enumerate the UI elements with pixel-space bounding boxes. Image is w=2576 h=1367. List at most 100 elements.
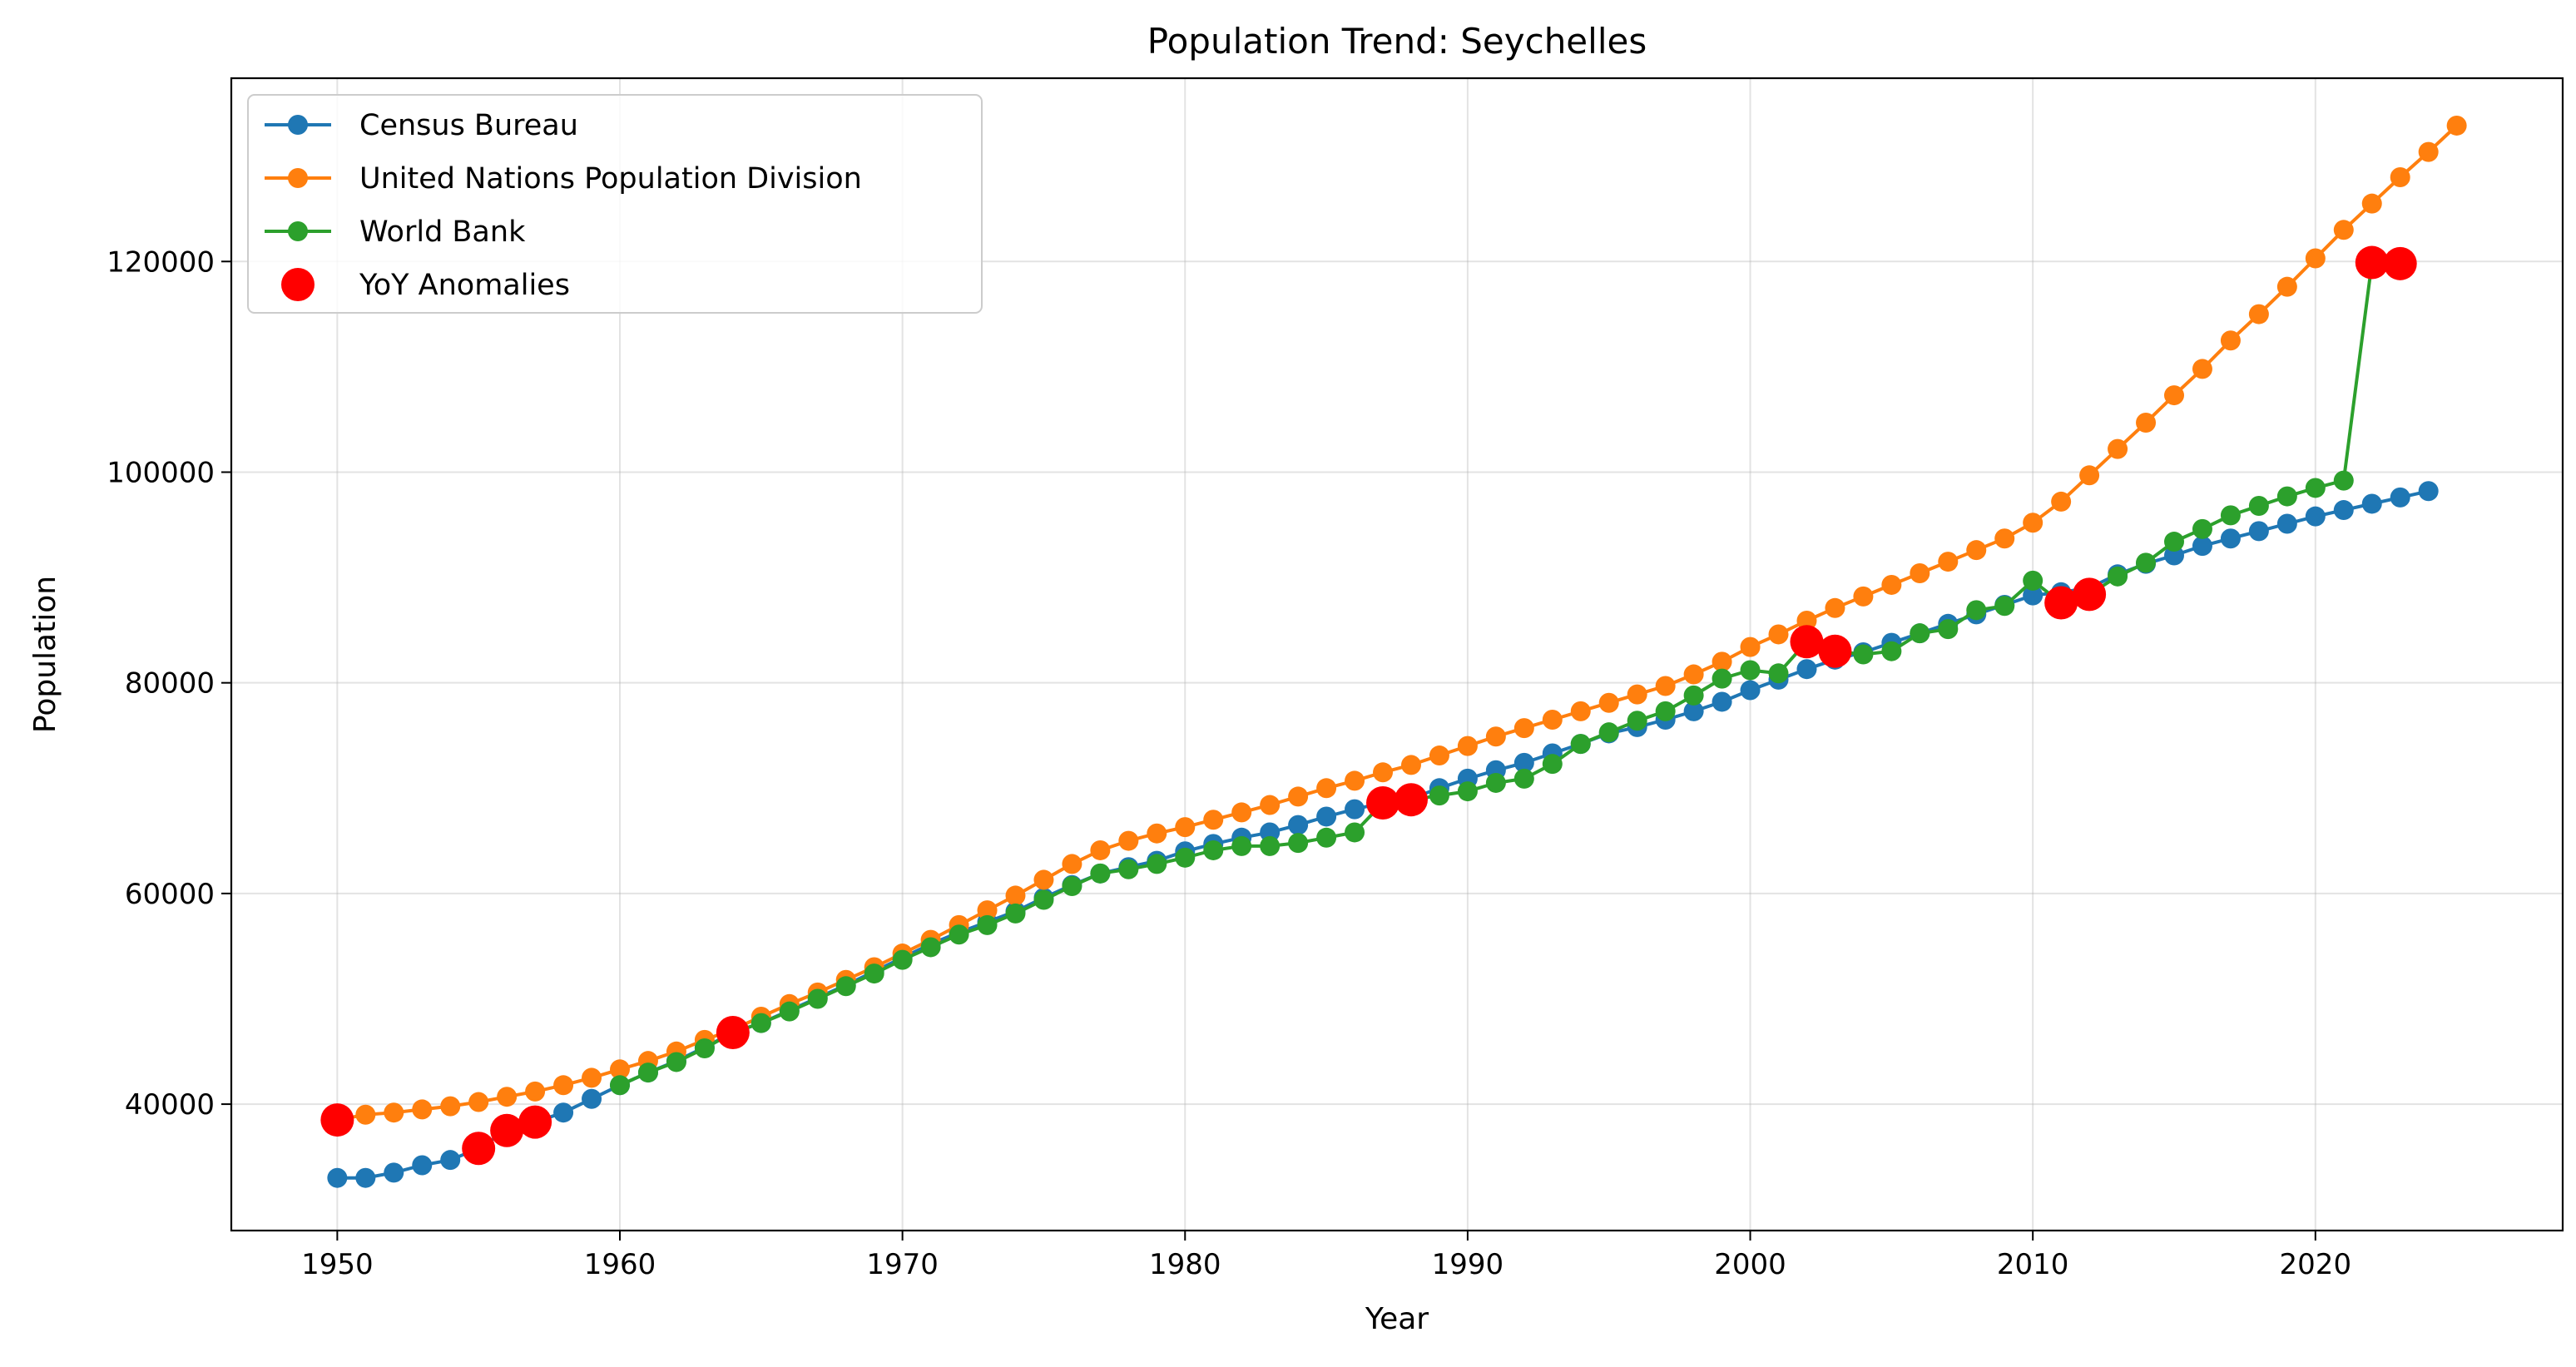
x-tick-label: 2010	[1997, 1248, 2069, 1281]
world-bank-point	[2305, 478, 2326, 498]
united-nations-population-division-point	[1147, 823, 1167, 844]
world-bank-line	[619, 260, 2400, 1087]
united-nations-population-division-point	[1768, 624, 1789, 645]
anomaly-point	[462, 1132, 496, 1166]
anomaly-point	[1366, 786, 1400, 820]
x-axis: 1950 1960 1970 1980 1990 2000 2010 2020	[301, 1231, 2351, 1281]
united-nations-population-division-point	[2051, 491, 2072, 512]
x-tick-label: 2000	[1714, 1248, 1786, 1281]
world-bank-point	[892, 949, 913, 970]
census-bureau-point	[440, 1150, 461, 1171]
world-bank-point	[2220, 505, 2241, 526]
united-nations-population-division-point	[1260, 795, 1281, 815]
y-axis-label: Population	[28, 576, 62, 733]
y-tick-label: 80000	[125, 667, 215, 701]
world-bank-point	[1683, 685, 1704, 706]
united-nations-population-division-line	[337, 124, 2458, 1122]
united-nations-population-division-point	[2192, 359, 2212, 379]
united-nations-population-division-point	[1542, 709, 1563, 730]
world-bank-point	[1345, 822, 1365, 843]
world-bank-point	[610, 1075, 630, 1096]
series-layer	[327, 115, 2467, 1188]
world-bank-point	[920, 937, 941, 958]
world-bank-point	[1881, 641, 1902, 661]
census-bureau-point	[1796, 659, 1817, 680]
anomaly-point	[2355, 245, 2389, 280]
census-bureau-point	[553, 1102, 574, 1123]
world-bank-point	[1655, 701, 1676, 721]
united-nations-population-division-point	[1485, 726, 1506, 747]
world-bank-point	[1485, 772, 1506, 793]
world-bank-point	[1938, 619, 1959, 640]
united-nations-population-division-point	[468, 1092, 489, 1112]
world-bank-point	[2248, 495, 2269, 516]
world-bank-point	[1288, 833, 1309, 854]
world-bank-point	[949, 924, 969, 945]
anomaly-point	[518, 1105, 552, 1139]
world-bank-point	[666, 1052, 686, 1072]
census-bureau-point	[2390, 487, 2410, 508]
united-nations-population-division-point	[2446, 115, 2467, 136]
united-nations-population-division-point	[2136, 412, 2157, 433]
anomaly-point	[2383, 246, 2417, 280]
world-bank-point	[1853, 644, 1874, 665]
anomaly-point	[2073, 577, 2107, 612]
united-nations-population-division-point	[1881, 574, 1902, 595]
united-nations-population-division-point	[384, 1102, 404, 1123]
united-nations-population-division-point	[440, 1096, 461, 1117]
united-nations-population-division-point	[1825, 597, 1845, 618]
united-nations-population-division-point	[2333, 220, 2354, 240]
united-nations-population-division-point	[497, 1087, 518, 1107]
anomaly-point	[2044, 586, 2078, 620]
world-bank-point	[694, 1038, 715, 1058]
united-nations-population-division-point	[1938, 552, 1959, 572]
united-nations-population-division-point	[1033, 869, 1054, 890]
world-bank-point	[1231, 835, 1252, 856]
world-bank-point	[1740, 660, 1761, 681]
census-bureau-point	[1288, 815, 1309, 835]
united-nations-population-division-point	[2248, 304, 2269, 324]
world-bank-point	[2136, 552, 2157, 573]
x-tick-label: 1990	[1432, 1248, 1504, 1281]
united-nations-population-division-point	[1090, 840, 1111, 860]
world-bank-point	[2333, 470, 2354, 491]
united-nations-population-division-point	[2108, 438, 2128, 459]
united-nations-population-division-point	[1513, 718, 1534, 739]
united-nations-population-division-point	[525, 1081, 546, 1102]
world-bank-point	[1033, 889, 1054, 910]
united-nations-population-division-point	[1966, 540, 1987, 561]
census-bureau-point	[2361, 493, 2382, 514]
legend-marker	[281, 268, 315, 301]
world-bank-point	[1203, 840, 1224, 860]
united-nations-population-division-point	[977, 900, 998, 921]
world-bank-point	[977, 914, 998, 935]
united-nations-population-division-point	[1655, 676, 1676, 696]
world-bank-point	[1005, 903, 1026, 924]
united-nations-population-division-point	[1288, 786, 1309, 807]
united-nations-population-division-point	[1712, 651, 1732, 672]
world-bank-point	[779, 1001, 800, 1022]
world-bank-point	[637, 1062, 658, 1083]
united-nations-population-division-point	[2418, 141, 2439, 162]
world-bank-point	[1768, 663, 1789, 684]
world-bank-point	[807, 988, 828, 1009]
world-bank-point	[2108, 566, 2128, 587]
anomaly-point	[716, 1015, 750, 1049]
y-tick-label: 100000	[107, 456, 215, 489]
united-nations-population-division-point	[2276, 276, 2297, 297]
anomaly-layer	[320, 245, 2417, 1166]
anomaly-point	[1790, 625, 1824, 659]
chart-title: Population Trend: Seychelles	[1147, 21, 1647, 62]
census-bureau-point	[1712, 691, 1732, 712]
world-bank-point	[1966, 600, 1987, 621]
united-nations-population-division-point	[1740, 636, 1761, 657]
world-bank-point	[1118, 859, 1139, 879]
y-tick-label: 60000	[125, 878, 215, 911]
legend-label: Census Bureau	[359, 109, 578, 142]
united-nations-population-division-point	[610, 1059, 630, 1080]
united-nations-population-division-point	[1598, 692, 1619, 713]
census-bureau-point	[327, 1167, 348, 1188]
united-nations-population-division-point	[1062, 854, 1082, 874]
census-bureau-point	[2248, 521, 2269, 542]
united-nations-population-division-point	[355, 1104, 376, 1125]
